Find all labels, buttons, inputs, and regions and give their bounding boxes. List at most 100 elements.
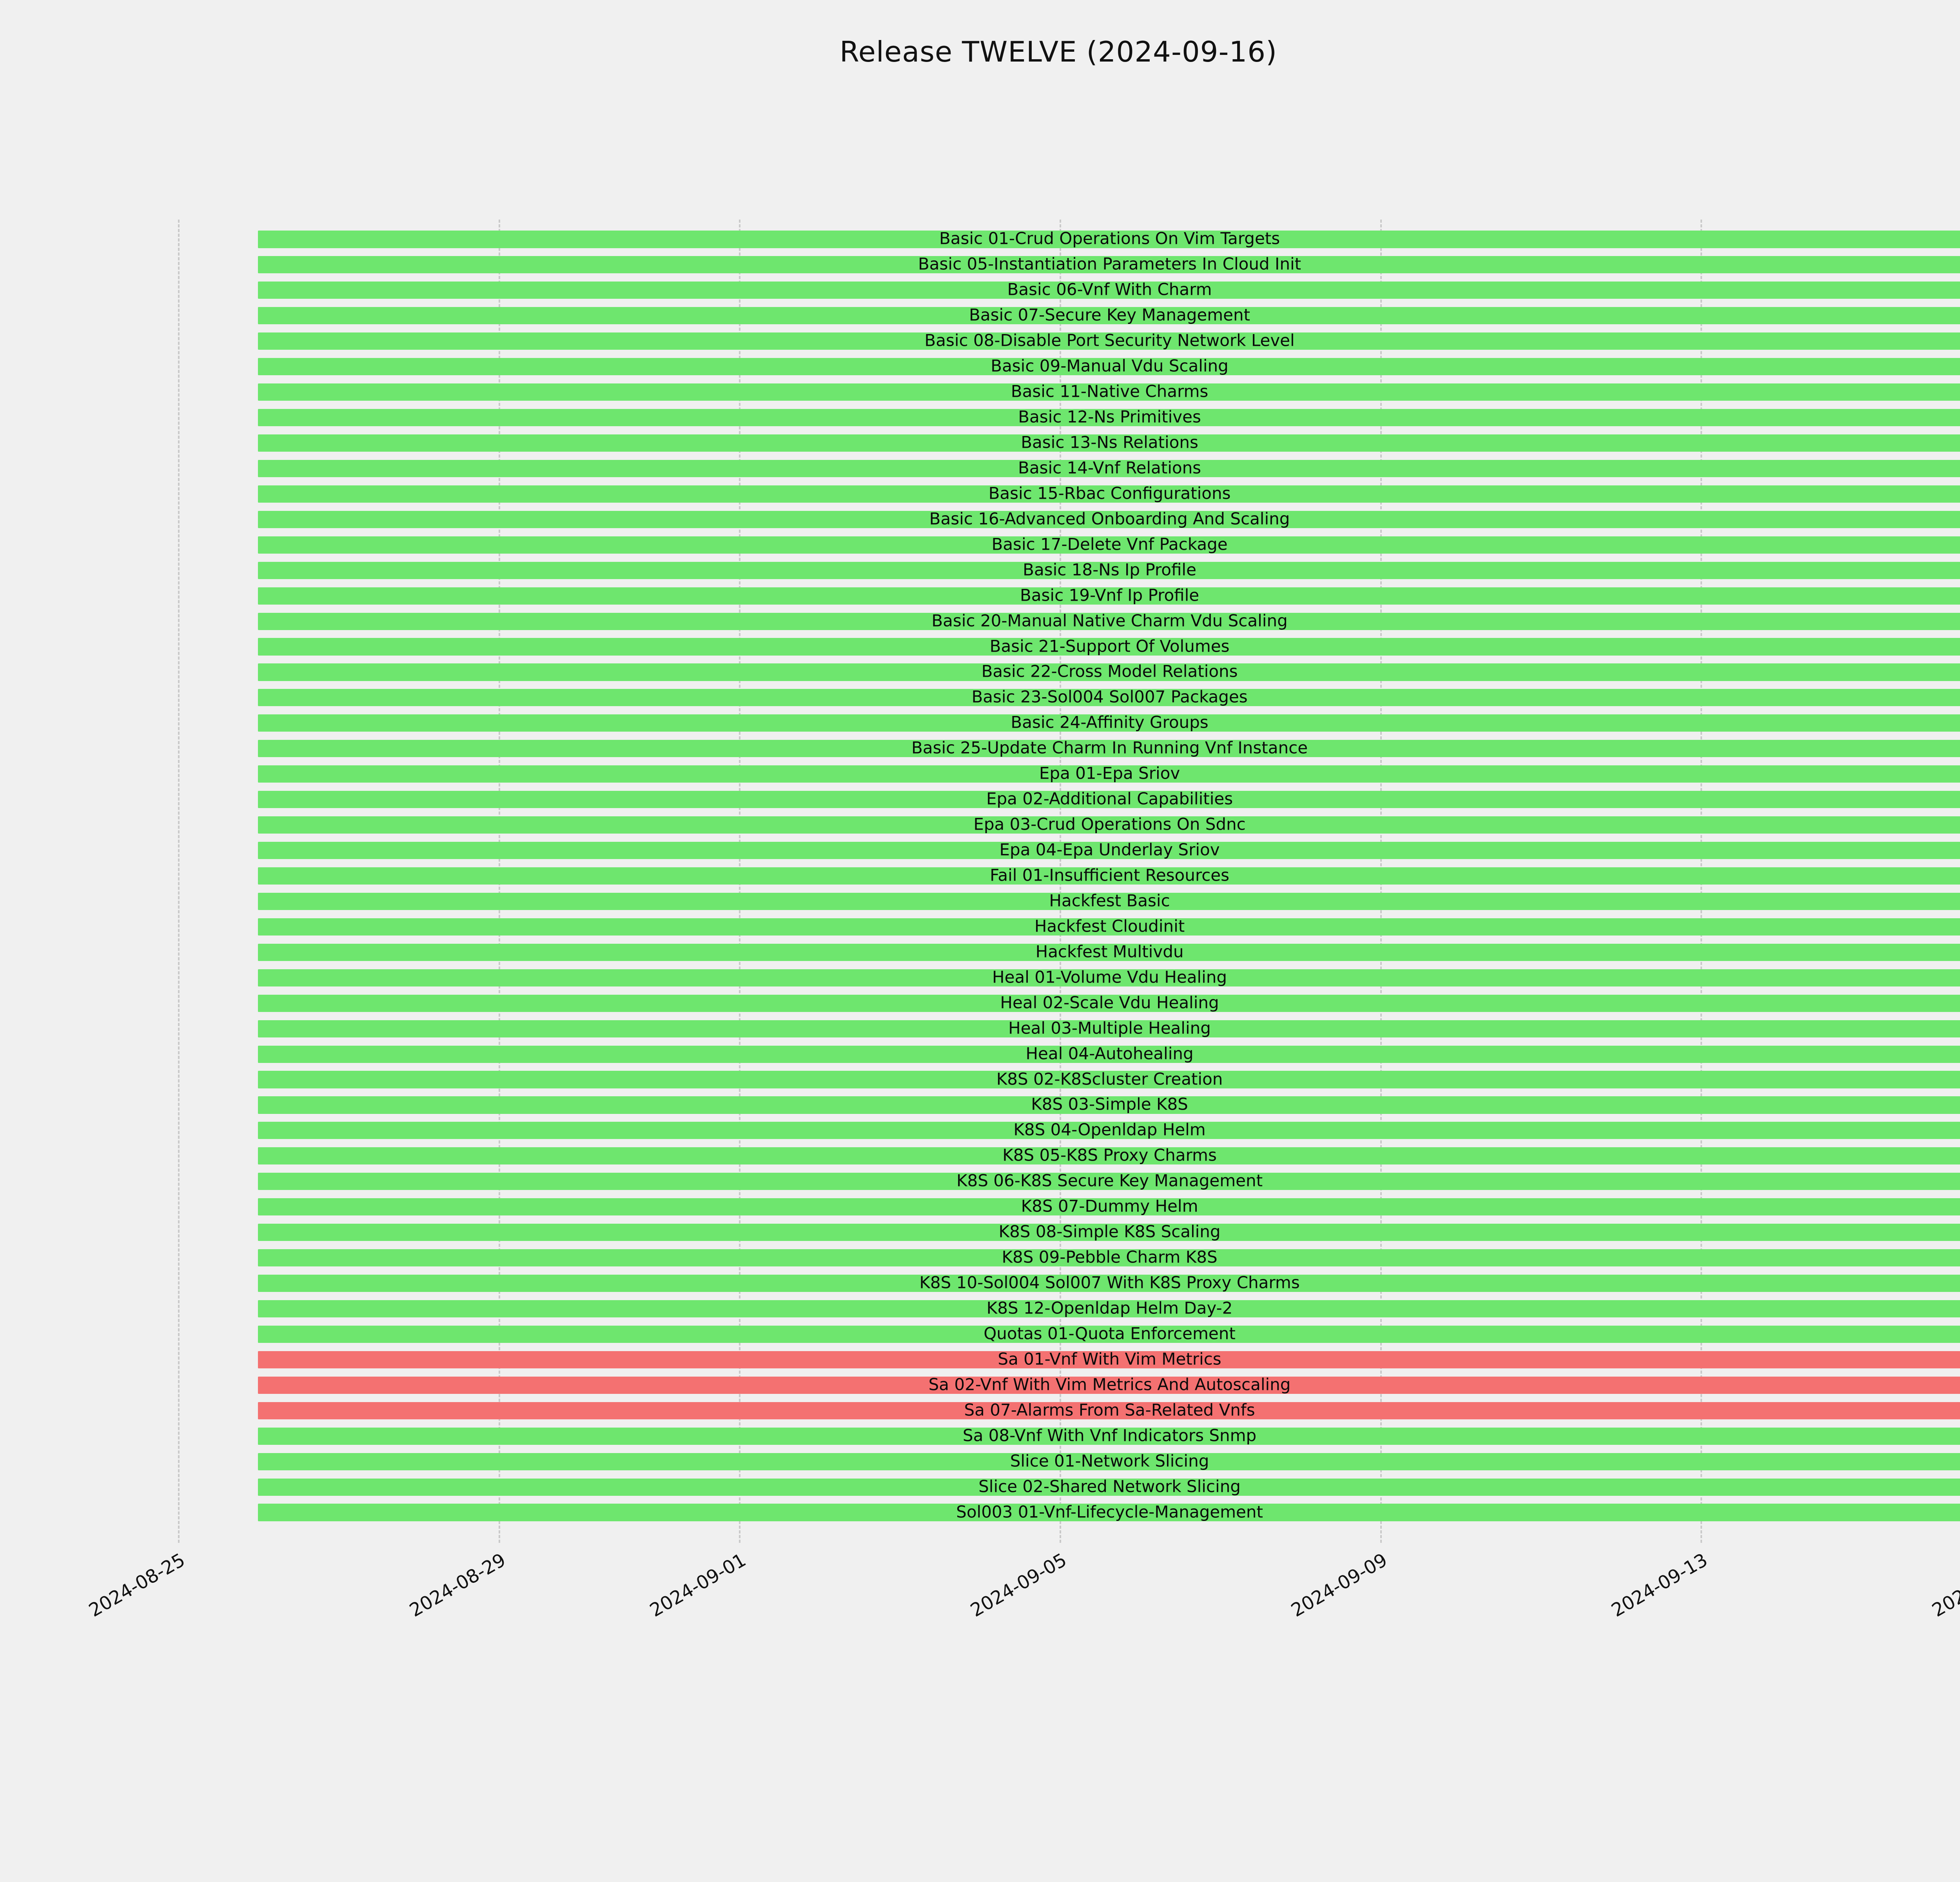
gantt-bar <box>258 561 1960 579</box>
gantt-bar <box>258 1300 1960 1318</box>
gantt-bar-label: K8S 05-K8S Proxy Charms <box>1002 1145 1217 1165</box>
gantt-bar-label: Basic 13-Ns Relations <box>1021 432 1198 452</box>
gantt-bar-label: Basic 24-Affinity Groups <box>1011 712 1209 732</box>
gantt-bar-label: Basic 08-Disable Port Security Network L… <box>924 331 1295 350</box>
gantt-bar-label: Sa 08-Vnf With Vnf Indicators Snmp <box>962 1426 1257 1445</box>
gantt-bar <box>258 663 1960 681</box>
gantt-row: Basic 18-Ns Ip Profile <box>178 560 1960 579</box>
gantt-bar <box>258 1071 1960 1088</box>
gantt-bar-label: Epa 02-Additional Capabilities <box>986 789 1233 808</box>
gantt-row: Basic 06-Vnf With Charm <box>178 281 1960 299</box>
gantt-row: K8S 02-K8Scluster Creation <box>178 1069 1960 1088</box>
gantt-row: Heal 04-Autohealing <box>178 1045 1960 1063</box>
gantt-bar <box>258 307 1960 325</box>
gantt-bar <box>258 1325 1960 1343</box>
gantt-bar <box>258 816 1960 834</box>
x-tick-label: 2024-09-05 <box>967 1549 1071 1622</box>
gantt-bar-label: K8S 08-Simple K8S Scaling <box>998 1222 1221 1241</box>
gantt-bar <box>258 1096 1960 1114</box>
gantt-bar <box>258 1045 1960 1063</box>
gantt-bar-label: K8S 02-K8Scluster Creation <box>996 1069 1223 1088</box>
gantt-bar-label: Sa 02-Vnf With Vim Metrics And Autoscali… <box>928 1375 1291 1394</box>
gantt-bar <box>258 1274 1960 1292</box>
x-tick-label: 2024-09-01 <box>646 1549 750 1622</box>
gantt-row: Basic 15-Rbac Configurations <box>178 485 1960 503</box>
gantt-bar <box>258 1351 1960 1368</box>
gantt-row: Sol003 01-Vnf-Lifecycle-Management <box>178 1502 1960 1521</box>
gantt-row: K8S 10-Sol004 Sol007 With K8S Proxy Char… <box>178 1274 1960 1292</box>
gantt-bar <box>258 765 1960 783</box>
gantt-row: Basic 21-Support Of Volumes <box>178 638 1960 656</box>
gantt-bar-label: Sa 01-Vnf With Vim Metrics <box>998 1349 1221 1369</box>
gantt-bar <box>258 1478 1960 1496</box>
gantt-bar <box>258 1249 1960 1267</box>
gantt-bar <box>258 1020 1960 1037</box>
gantt-row: Basic 12-Ns Primitives <box>178 407 1960 427</box>
gantt-bar-label: Basic 05-Instantiation Parameters In Clo… <box>918 254 1301 274</box>
gantt-bar-label: Sol003 01-Vnf-Lifecycle-Management <box>956 1502 1263 1521</box>
gantt-bar <box>258 587 1960 605</box>
gantt-row: Heal 01-Volume Vdu Healing <box>178 969 1960 986</box>
gantt-bar-label: Slice 01-Network Slicing <box>1010 1451 1209 1470</box>
gantt-bar <box>258 638 1960 656</box>
gantt-row: Hackfest Basic <box>178 892 1960 910</box>
gantt-row: Hackfest Multivdu <box>178 943 1960 961</box>
gantt-bar-label: Epa 04-Epa Underlay Sriov <box>999 840 1220 859</box>
gantt-bar-label: K8S 07-Dummy Helm <box>1021 1196 1198 1216</box>
gantt-bar <box>258 1402 1960 1419</box>
gantt-bar <box>258 460 1960 478</box>
gantt-row: Basic 16-Advanced Onboarding And Scaling <box>178 510 1960 528</box>
gantt-bar-label: K8S 04-Openldap Helm <box>1013 1120 1206 1139</box>
x-tick-label: 2024-08-25 <box>85 1549 189 1622</box>
gantt-bar <box>258 918 1960 936</box>
gantt-bar <box>258 1376 1960 1394</box>
gantt-bar-label: Sa 07-Alarms From Sa-Related Vnfs <box>964 1400 1255 1420</box>
gantt-bar-label: Basic 12-Ns Primitives <box>1018 407 1201 427</box>
gantt-bar-label: Basic 17-Delete Vnf Package <box>991 534 1228 554</box>
gantt-row: Basic 09-Manual Vdu Scaling <box>178 358 1960 376</box>
gantt-bar <box>258 612 1960 630</box>
gantt-bar <box>258 510 1960 528</box>
gantt-row: Basic 24-Affinity Groups <box>178 714 1960 732</box>
gantt-bar-label: Quotas 01-Quota Enforcement <box>984 1324 1236 1343</box>
gantt-row: Basic 07-Secure Key Management <box>178 305 1960 325</box>
gantt-bar <box>258 740 1960 758</box>
gantt-bar <box>258 714 1960 732</box>
x-tick-label: 2024-09-17 <box>1928 1549 1960 1622</box>
gantt-bar-label: Basic 11-Native Charms <box>1011 381 1209 401</box>
gantt-bar-label: Basic 18-Ns Ip Profile <box>1023 560 1196 579</box>
x-tick-label: 2024-09-09 <box>1287 1549 1391 1622</box>
gantt-row: K8S 03-Simple K8S <box>178 1096 1960 1114</box>
gantt-bar <box>258 485 1960 503</box>
gantt-row: Sa 07-Alarms From Sa-Related Vnfs <box>178 1402 1960 1419</box>
gantt-row: K8S 06-K8S Secure Key Management <box>178 1171 1960 1190</box>
gantt-bar-label: Basic 25-Update Charm In Running Vnf Ins… <box>911 738 1308 758</box>
gantt-row: Slice 02-Shared Network Slicing <box>178 1476 1960 1496</box>
gantt-bar-label: Basic 22-Cross Model Relations <box>981 661 1238 681</box>
gantt-bar-label: Basic 07-Secure Key Management <box>969 305 1250 325</box>
gantt-row: Epa 01-Epa Sriov <box>178 765 1960 783</box>
gantt-row: Basic 13-Ns Relations <box>178 434 1960 452</box>
plot-area: Basic 01-Crud Operations On Vim Targets B… <box>178 220 1960 1543</box>
gantt-row: Sa 02-Vnf With Vim Metrics And Autoscali… <box>178 1375 1960 1394</box>
gantt-row: Fail 01-Insufficient Resources <box>178 867 1960 885</box>
gantt-bar-label: K8S 06-K8S Secure Key Management <box>956 1171 1263 1190</box>
gantt-bar <box>258 1453 1960 1470</box>
gantt-row: Sa 08-Vnf With Vnf Indicators Snmp <box>178 1426 1960 1445</box>
x-tick-label: 2024-08-29 <box>406 1549 510 1622</box>
gantt-bar-label: Slice 02-Shared Network Slicing <box>978 1476 1241 1496</box>
gantt-row: Slice 01-Network Slicing <box>178 1451 1960 1470</box>
gantt-bar <box>258 841 1960 859</box>
gantt-bar-label: K8S 09-Pebble Charm K8S <box>1002 1247 1218 1267</box>
gantt-bar <box>258 1427 1960 1445</box>
bars-container: Basic 01-Crud Operations On Vim Targets B… <box>178 227 1960 1525</box>
gantt-row: Basic 05-Instantiation Parameters In Clo… <box>178 254 1960 274</box>
gantt-row: Heal 03-Multiple Healing <box>178 1019 1960 1037</box>
gantt-row: K8S 04-Openldap Helm <box>178 1120 1960 1139</box>
gantt-bar-label: K8S 03-Simple K8S <box>1031 1094 1188 1114</box>
gantt-bar-label: Basic 20-Manual Native Charm Vdu Scaling <box>931 610 1288 630</box>
gantt-bar <box>258 1122 1960 1139</box>
gantt-row: Basic 08-Disable Port Security Network L… <box>178 332 1960 350</box>
gantt-bar-label: Epa 03-Crud Operations On Sdnc <box>973 814 1246 834</box>
gantt-row: Epa 03-Crud Operations On Sdnc <box>178 816 1960 834</box>
